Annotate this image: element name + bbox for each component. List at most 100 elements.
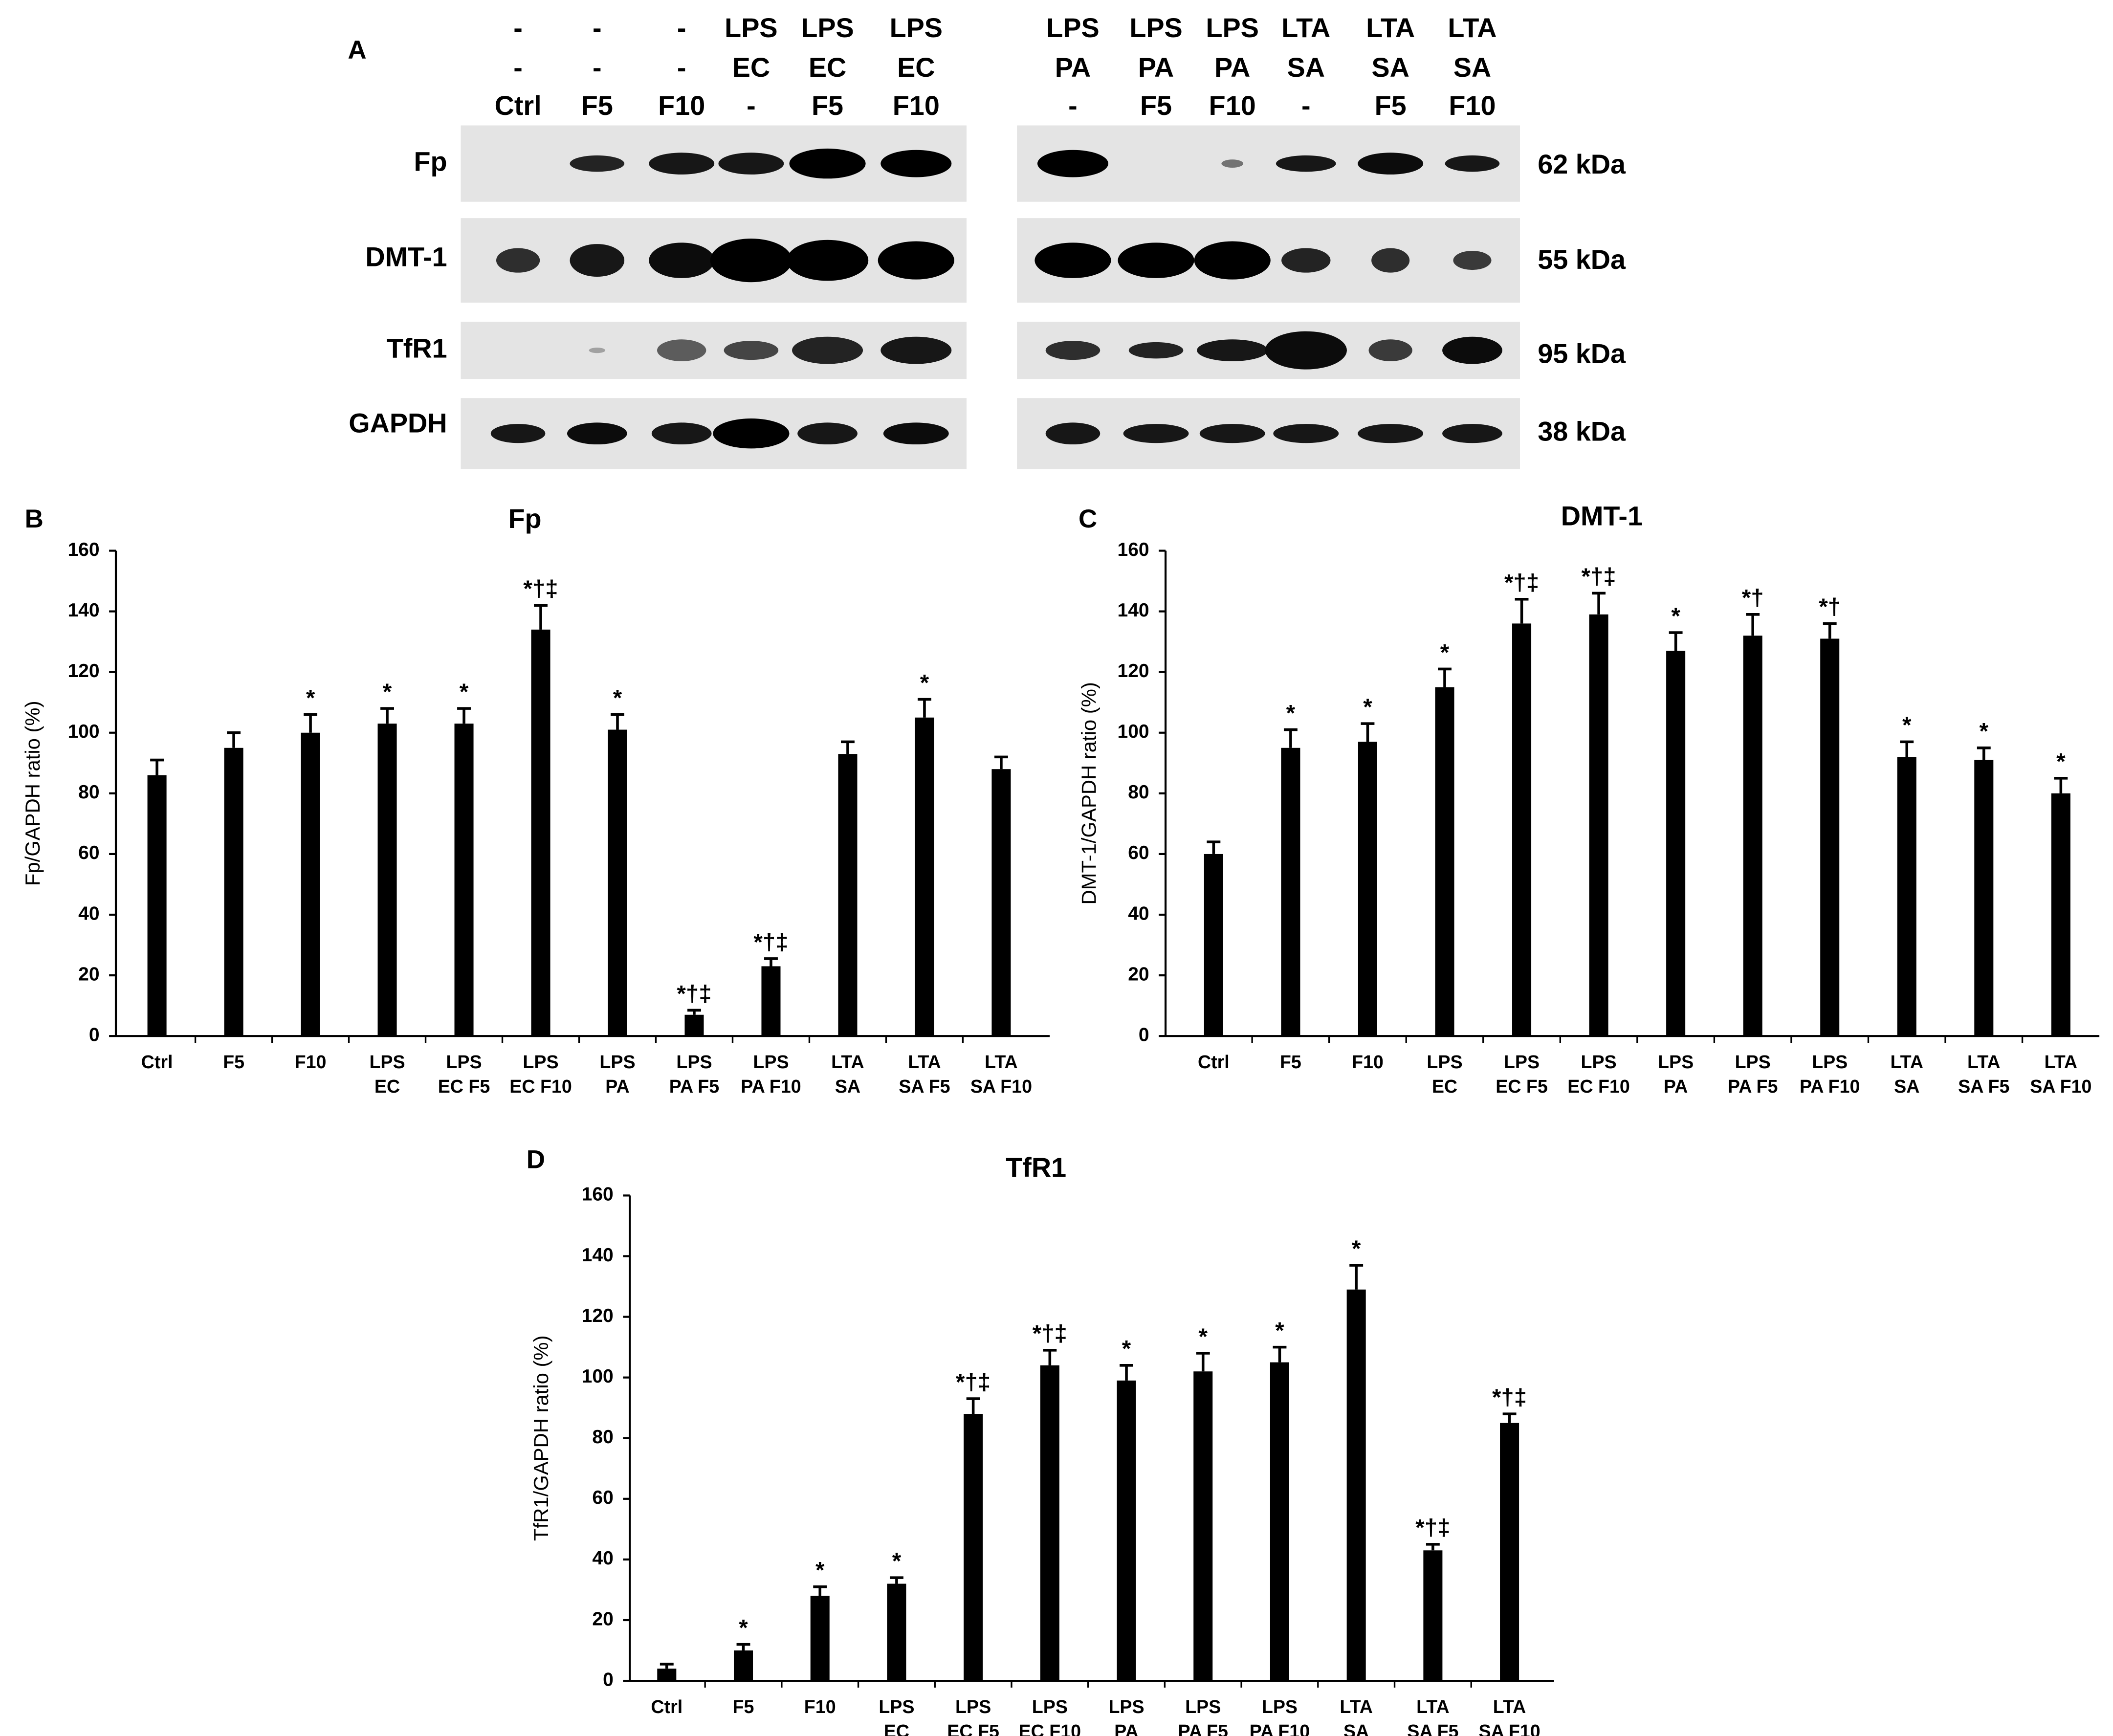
significance: * — [815, 1558, 825, 1583]
x-tick-label: PA F5 — [1178, 1721, 1228, 1736]
y-tick-label: 140 — [1118, 600, 1149, 621]
y-tick-label: 120 — [67, 660, 99, 681]
significance: * — [306, 685, 315, 711]
lane-header: LTA — [1366, 13, 1415, 43]
x-tick-label: EC F10 — [509, 1076, 572, 1097]
error-bar — [611, 713, 624, 730]
blot-band — [1128, 342, 1184, 359]
lane-header: - — [1301, 90, 1311, 121]
blot-band — [878, 241, 954, 280]
panel-label: B — [25, 505, 44, 533]
y-tick-label: 100 — [67, 721, 99, 742]
panel-label: D — [527, 1145, 545, 1174]
error-bar — [1196, 1352, 1210, 1372]
panel-label: C — [1079, 505, 1097, 533]
blot-band — [1034, 242, 1111, 278]
y-tick-label: 40 — [78, 903, 99, 924]
bar — [608, 729, 627, 1036]
y-tick-label: 0 — [89, 1024, 100, 1045]
bar — [301, 732, 320, 1036]
error-bar — [889, 1576, 903, 1584]
bar — [1589, 614, 1608, 1036]
chart-title: TfR1 — [1006, 1152, 1066, 1183]
x-tick-label: LPS — [1185, 1696, 1221, 1717]
y-tick-label: 140 — [582, 1245, 614, 1266]
bar — [887, 1583, 906, 1681]
lane-header: - — [1068, 90, 1078, 121]
blot-band — [718, 153, 784, 175]
x-tick-label: SA F10 — [2030, 1076, 2091, 1097]
x-tick-label: PA F10 — [741, 1076, 801, 1097]
blot-band — [710, 238, 792, 283]
blot-band — [797, 422, 858, 445]
bar — [1423, 1550, 1443, 1681]
x-tick-label: LPS — [1812, 1052, 1848, 1072]
blot-band — [1199, 424, 1265, 443]
x-tick-label: EC F5 — [1496, 1076, 1548, 1097]
x-tick-label: LPS — [1427, 1052, 1462, 1072]
lane-header: - — [513, 13, 523, 43]
x-tick-label: LPS — [879, 1696, 914, 1717]
x-tick-label: PA — [1114, 1721, 1138, 1736]
x-tick-label: LTA — [1416, 1696, 1450, 1717]
y-tick-label: 140 — [67, 600, 99, 621]
lane-header: LPS — [801, 13, 854, 43]
bar — [1666, 651, 1686, 1036]
bar — [1897, 757, 1916, 1036]
blot-band — [570, 244, 625, 277]
lane-header: SA — [1371, 52, 1409, 83]
error-bar — [1900, 740, 1914, 757]
x-tick-label: PA — [1664, 1076, 1688, 1097]
significance: *†‡ — [1033, 1321, 1067, 1347]
y-tick-label: 0 — [1139, 1024, 1149, 1045]
x-tick-label: F5 — [223, 1052, 244, 1072]
x-tick-label: SA F5 — [899, 1076, 950, 1097]
error-bar — [1283, 728, 1298, 748]
blot-band — [1265, 331, 1347, 370]
x-tick-label: Ctrl — [651, 1696, 682, 1717]
blot-band — [1276, 155, 1336, 172]
error-bar — [1746, 613, 1760, 636]
x-tick-label: Ctrl — [141, 1052, 173, 1072]
lane-header: LTA — [1448, 13, 1497, 43]
bar — [1743, 636, 1762, 1036]
significance: * — [1671, 603, 1680, 629]
x-tick-label: LPS — [1735, 1052, 1771, 1072]
bar — [1974, 760, 1994, 1036]
x-tick-label: Ctrl — [1198, 1052, 1230, 1072]
bar — [915, 717, 934, 1036]
y-tick-label: 80 — [592, 1427, 613, 1448]
significance: *†‡ — [523, 576, 558, 602]
x-tick-label: SA — [835, 1076, 860, 1097]
significance: * — [613, 685, 622, 711]
lane-header: F10 — [893, 90, 940, 121]
x-tick-label: LTA — [1967, 1052, 2001, 1072]
lane-header: - — [677, 52, 686, 83]
significance: *†‡ — [1581, 564, 1616, 590]
significance: * — [1286, 700, 1296, 726]
x-tick-label: LPS — [1658, 1052, 1694, 1072]
y-tick-label: 160 — [1118, 539, 1149, 560]
blot-band — [567, 422, 627, 445]
bar — [991, 769, 1011, 1036]
x-tick-label: SA F10 — [970, 1076, 1032, 1097]
lane-header: F5 — [812, 90, 843, 121]
blot-band — [883, 422, 949, 445]
size-label: 62 kDa — [1538, 149, 1626, 179]
lane-header: PA — [1138, 52, 1174, 83]
y-tick-label: 60 — [1128, 842, 1149, 863]
bar — [531, 629, 550, 1036]
error-bar — [534, 604, 548, 630]
lane-header: - — [747, 90, 756, 121]
y-tick-label: 80 — [1128, 782, 1149, 803]
blot-band — [880, 336, 952, 364]
lane-header: F5 — [1140, 90, 1172, 121]
error-bar — [1273, 1345, 1287, 1362]
x-tick-label: SA — [1894, 1076, 1919, 1097]
error-bar — [1669, 631, 1683, 651]
significance: * — [460, 679, 469, 705]
y-tick-label: 20 — [592, 1608, 613, 1629]
significance: * — [920, 670, 929, 696]
